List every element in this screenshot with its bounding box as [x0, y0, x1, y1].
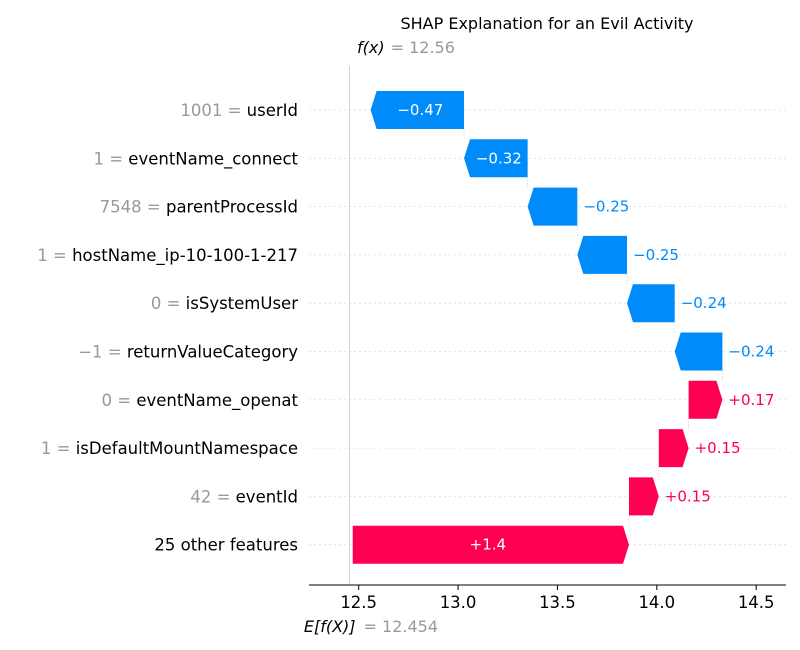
feature-name: returnValueCategory [127, 343, 298, 362]
row-gridlines [309, 109, 786, 546]
bar-negative [370, 91, 465, 129]
feature-label: 0 = eventName_openat [101, 391, 298, 411]
feature-name: eventName_connect [128, 149, 298, 169]
bar-value-label: +0.15 [665, 487, 711, 505]
feature-name: userId [247, 101, 298, 120]
feature-name: eventId [236, 487, 298, 506]
bar-value-label: −0.24 [681, 294, 727, 312]
bar-value-label: +0.15 [695, 439, 741, 457]
feature-label: 1 = eventName_connect [93, 149, 298, 169]
feature-value: 1 = [93, 149, 128, 168]
feature-label: −1 = returnValueCategory [78, 343, 298, 362]
feature-name: 25 other features [154, 536, 298, 555]
efx-annotation: E[f(X)] = 12.454 [304, 617, 438, 636]
feature-value: −1 = [78, 343, 127, 362]
bar-value-label: −0.25 [633, 246, 679, 264]
bar-value-label: −0.24 [728, 343, 774, 361]
efx-value: = 12.454 [364, 617, 438, 636]
x-axis: 12.5 13.0 13.5 14.0 14.5 [309, 584, 786, 612]
bar-value-label: +1.4 [470, 536, 506, 554]
feature-name: parentProcessId [166, 198, 298, 217]
feature-label: 0 = isSystemUser [151, 294, 298, 313]
bar-negative [674, 332, 723, 371]
x-tick-label: 14.5 [738, 593, 775, 612]
feature-label: 1001 = userId [180, 101, 298, 120]
chart-title: SHAP Explanation for an Evil Activity [400, 14, 693, 33]
efx-label: E[f(X)] [304, 617, 356, 636]
fx-label: f(x) [357, 38, 385, 57]
bar-positive [628, 477, 659, 516]
bar-negative [464, 139, 528, 178]
feature-name: isSystemUser [186, 294, 299, 313]
bar-positive [688, 380, 723, 419]
feature-label: 42 = eventId [190, 487, 298, 506]
feature-label: 1 = hostName_ip-10-100-1-217 [37, 246, 298, 266]
bar-value-label: −0.32 [476, 149, 522, 167]
fx-symbol: f(x) [357, 38, 385, 57]
x-tick-label: 14.0 [638, 593, 675, 612]
feature-value: 0 = [151, 294, 186, 313]
feature-label: 1 = isDefaultMountNamespace [41, 439, 298, 458]
efx-symbol: E[f(X)] [304, 617, 356, 636]
feature-label: 25 other features [154, 536, 298, 555]
feature-label: 7548 = parentProcessId [100, 198, 298, 217]
feature-value: 1 = [37, 246, 72, 265]
feature-value: 1 = [41, 439, 76, 458]
feature-name: eventName_openat [136, 391, 298, 411]
feature-value: 0 = [101, 391, 136, 410]
feature-value: 7548 = [100, 198, 166, 217]
bar-value-label: −0.47 [397, 101, 443, 119]
x-tick-label: 13.5 [539, 593, 576, 612]
bar-positive [352, 525, 629, 564]
bar-value-label: +0.17 [728, 391, 774, 409]
feature-name: isDefaultMountNamespace [76, 439, 298, 458]
x-tick-label: 12.5 [340, 593, 377, 612]
feature-value: 1001 = [180, 101, 246, 120]
fx-value: = 12.56 [391, 38, 455, 57]
bar-negative [527, 187, 578, 226]
bar-negative [577, 235, 627, 274]
feature-labels: 1001 = userId 1 = eventName_connect 7548 =… [37, 101, 298, 555]
bar-negative [627, 284, 675, 323]
feature-name: hostName_ip-10-100-1-217 [72, 246, 298, 266]
bars: −0.47 −0.32 −0.25 −0.25 −0.24 −0.24 +0.17 +0.15… [352, 91, 774, 564]
feature-value: 42 = [190, 487, 235, 506]
x-tick-label: 13.0 [440, 593, 477, 612]
bar-positive [658, 429, 689, 468]
bar-value-label: −0.25 [583, 198, 629, 216]
connector-lines [349, 66, 723, 585]
fx-annotation: f(x) = 12.56 [357, 38, 455, 57]
